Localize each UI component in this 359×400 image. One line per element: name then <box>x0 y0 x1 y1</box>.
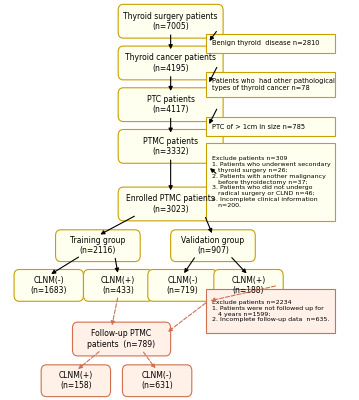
Text: Enrolled PTMC patients
(n=3023): Enrolled PTMC patients (n=3023) <box>126 194 215 214</box>
Text: CLNM(-)
(n=631): CLNM(-) (n=631) <box>141 371 173 390</box>
Text: Validation group
(n=907): Validation group (n=907) <box>181 236 244 255</box>
FancyBboxPatch shape <box>148 270 217 301</box>
Text: PTC of > 1cm in size n=785: PTC of > 1cm in size n=785 <box>212 124 305 130</box>
FancyBboxPatch shape <box>84 270 153 301</box>
FancyBboxPatch shape <box>41 365 111 397</box>
Text: PTMC patients
(n=3332): PTMC patients (n=3332) <box>143 137 198 156</box>
FancyBboxPatch shape <box>214 270 283 301</box>
Text: Training group
(n=2116): Training group (n=2116) <box>70 236 126 255</box>
FancyBboxPatch shape <box>118 187 223 221</box>
FancyBboxPatch shape <box>118 4 223 38</box>
FancyBboxPatch shape <box>122 365 192 397</box>
FancyBboxPatch shape <box>14 270 84 301</box>
Text: Thyroid cancer patients
(n=4195): Thyroid cancer patients (n=4195) <box>125 53 216 73</box>
FancyBboxPatch shape <box>206 117 335 136</box>
Text: Benign thyroid  disease n=2810: Benign thyroid disease n=2810 <box>212 40 320 46</box>
Text: CLNM(+)
(n=433): CLNM(+) (n=433) <box>101 276 135 295</box>
FancyBboxPatch shape <box>206 289 335 333</box>
FancyBboxPatch shape <box>206 34 335 53</box>
Text: Patients who  had other pathological
types of thyroid cancer n=78: Patients who had other pathological type… <box>212 78 335 91</box>
FancyBboxPatch shape <box>118 88 223 122</box>
FancyBboxPatch shape <box>73 322 171 356</box>
Text: CLNM(+)
(n=158): CLNM(+) (n=158) <box>59 371 93 390</box>
FancyBboxPatch shape <box>206 143 335 221</box>
FancyBboxPatch shape <box>118 130 223 163</box>
Text: CLNM(+)
(n=188): CLNM(+) (n=188) <box>232 276 266 295</box>
FancyBboxPatch shape <box>118 46 223 80</box>
Text: Exclude patients n=2234
1. Patients were not followed up for
   4 years n=1599;
: Exclude patients n=2234 1. Patients were… <box>212 300 329 322</box>
FancyBboxPatch shape <box>56 230 140 262</box>
Text: CLNM(-)
(n=719): CLNM(-) (n=719) <box>167 276 199 295</box>
Text: PTC patients
(n=4117): PTC patients (n=4117) <box>146 95 195 114</box>
Text: Thyroid surgery patients
(n=7005): Thyroid surgery patients (n=7005) <box>123 12 218 31</box>
Text: Exclude patients n=309
1. Patients who underwent secondary
   thyroid surgery n=: Exclude patients n=309 1. Patients who u… <box>212 156 331 208</box>
FancyBboxPatch shape <box>206 72 335 97</box>
Text: Follow-up PTMC
patients  (n=789): Follow-up PTMC patients (n=789) <box>88 329 155 349</box>
FancyBboxPatch shape <box>171 230 255 262</box>
Text: CLNM(-)
(n=1683): CLNM(-) (n=1683) <box>31 276 67 295</box>
